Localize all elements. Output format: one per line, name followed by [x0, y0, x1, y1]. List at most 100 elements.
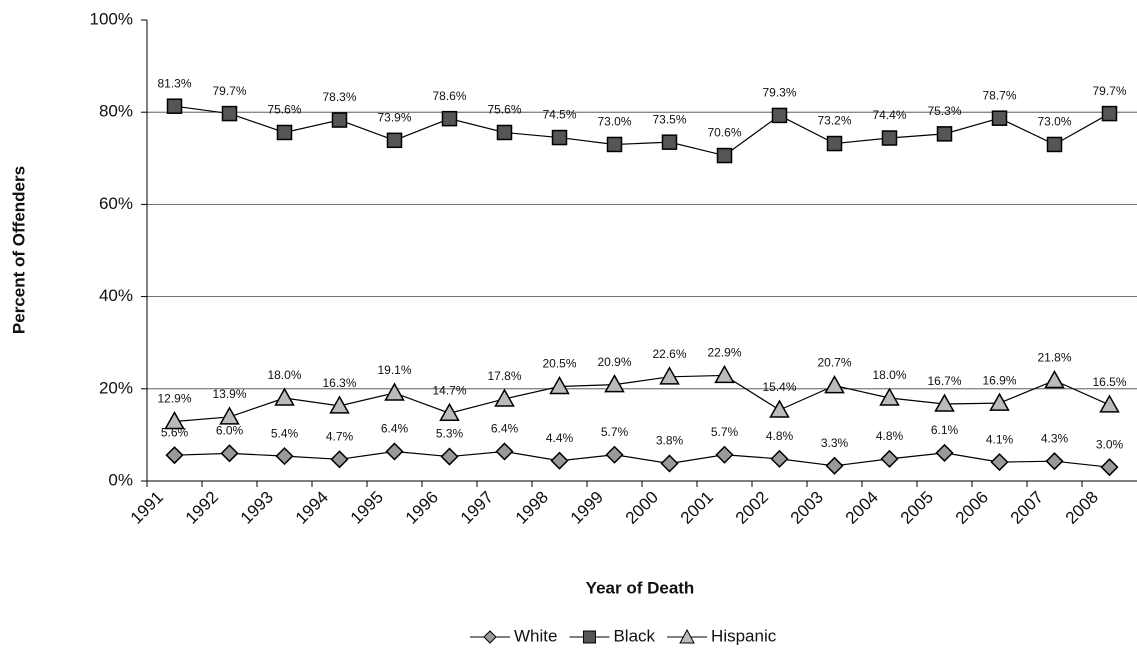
data-label: 73.9% [377, 110, 411, 124]
data-label: 75.6% [487, 103, 521, 117]
marker [659, 366, 680, 385]
marker [386, 132, 403, 149]
marker [219, 406, 240, 425]
data-label: 4.4% [546, 431, 574, 445]
x-tick-label: 2008 [1062, 488, 1102, 528]
marker [330, 450, 349, 469]
data-label: 6.0% [216, 424, 244, 438]
x-tick-label: 2005 [897, 488, 937, 528]
data-label: 6.4% [381, 422, 409, 436]
data-label: 5.7% [711, 425, 739, 439]
y-tick-label: 60% [99, 194, 133, 213]
x-tick-label: 2004 [842, 488, 882, 528]
marker [439, 402, 460, 421]
marker [934, 393, 955, 412]
marker [331, 112, 348, 128]
data-label: 73.0% [1037, 115, 1071, 129]
legend-label: Hispanic [711, 626, 777, 645]
marker [549, 375, 570, 395]
data-label: 14.7% [432, 383, 466, 397]
legend-marker [679, 628, 695, 644]
marker [660, 454, 679, 473]
data-label: 5.4% [271, 426, 299, 440]
data-label: 16.5% [1092, 375, 1126, 389]
data-label: 19.1% [377, 363, 411, 377]
data-label: 78.7% [982, 88, 1016, 102]
data-label: 20.9% [597, 355, 631, 369]
marker [274, 387, 295, 406]
data-label: 16.3% [322, 376, 356, 390]
x-tick-label: 2006 [952, 488, 992, 528]
data-label: 22.9% [707, 346, 741, 360]
marker [990, 453, 1009, 472]
marker [1044, 369, 1065, 389]
data-label: 75.6% [267, 103, 301, 117]
marker [329, 395, 350, 414]
y-tick-label: 0% [108, 470, 133, 489]
data-label: 4.8% [766, 429, 794, 443]
data-label: 3.0% [1096, 437, 1124, 451]
marker [824, 375, 845, 394]
marker [440, 447, 459, 466]
series-line [174, 374, 1110, 423]
marker [276, 124, 293, 141]
data-label: 78.6% [432, 89, 466, 103]
marker [1100, 458, 1119, 477]
data-label: 73.0% [597, 115, 631, 129]
x-axis-title: Year of Death [586, 578, 695, 597]
x-tick-label: 2003 [787, 488, 827, 528]
marker [769, 399, 790, 418]
marker [494, 388, 515, 407]
data-label: 4.3% [1041, 431, 1069, 445]
marker [441, 110, 458, 127]
marker [385, 442, 404, 461]
marker [771, 107, 788, 124]
marker [935, 443, 954, 462]
x-tick-label: 1998 [512, 488, 552, 528]
marker [496, 124, 513, 141]
data-label: 73.2% [817, 114, 851, 128]
marker [825, 456, 844, 475]
marker [880, 449, 899, 468]
x-tick-label: 1993 [237, 488, 277, 528]
marker [991, 110, 1008, 126]
data-label: 12.9% [157, 392, 191, 406]
data-label: 16.9% [982, 373, 1016, 387]
marker [1046, 136, 1063, 153]
marker [1099, 394, 1120, 413]
x-tick-label: 1997 [457, 488, 497, 528]
x-tick-label: 1996 [402, 488, 442, 528]
series-line [174, 105, 1110, 157]
marker [164, 411, 185, 430]
y-tick-label: 40% [99, 286, 133, 305]
marker [605, 445, 624, 464]
x-tick-label: 2002 [732, 488, 772, 528]
marker [604, 374, 625, 393]
data-label: 3.8% [656, 434, 684, 448]
data-label: 6.4% [491, 422, 519, 436]
data-label: 6.1% [931, 423, 959, 437]
data-label: 5.7% [601, 425, 629, 439]
marker [1101, 105, 1118, 122]
data-label: 79.7% [1092, 84, 1126, 98]
series-line [174, 450, 1110, 468]
x-tick-label: 1995 [347, 488, 387, 528]
marker [606, 136, 623, 153]
legend-marker [582, 630, 596, 644]
marker [166, 98, 183, 114]
x-tick-label: 2000 [622, 488, 662, 528]
legend: White Black Hispanic [470, 626, 777, 645]
data-label: 4.1% [986, 432, 1014, 446]
data-label: 73.5% [652, 112, 686, 126]
marker [275, 447, 294, 466]
marker [989, 392, 1010, 411]
marker [1045, 452, 1064, 471]
data-label: 74.4% [872, 108, 906, 122]
data-label: 70.6% [707, 126, 741, 140]
data-label: 22.6% [652, 347, 686, 361]
x-tick-label: 2007 [1007, 488, 1047, 528]
data-label: 74.5% [542, 108, 576, 122]
marker [826, 135, 843, 152]
data-label: 3.3% [821, 436, 849, 450]
